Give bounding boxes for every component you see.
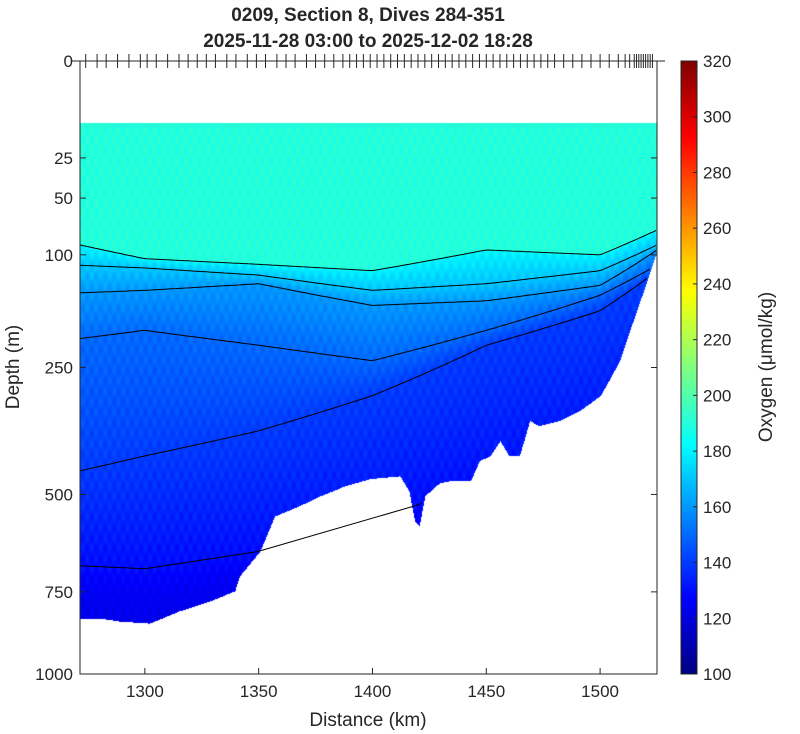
axis-ticks: 1300 1350 1400 1450 1500 0 25 50 100 250 500 750 100… bbox=[35, 52, 731, 701]
y-tick-label: 250 bbox=[45, 359, 73, 378]
contour-line-150 bbox=[79, 268, 651, 362]
colorbar-tick-label: 160 bbox=[703, 498, 731, 517]
colorbar bbox=[681, 61, 697, 674]
y-tick-label: 25 bbox=[54, 149, 73, 168]
colorbar-frame bbox=[680, 60, 698, 675]
y-tick-label: 750 bbox=[45, 583, 73, 602]
colorbar-label: Oxygen (μmol/kg) bbox=[756, 292, 777, 442]
x-tick-label: 1350 bbox=[240, 682, 278, 701]
contour-line-130 bbox=[79, 502, 423, 570]
y-tick-label: 100 bbox=[45, 246, 73, 265]
y-tick-label: 1000 bbox=[35, 665, 73, 684]
x-tick-label: 1500 bbox=[581, 682, 619, 701]
contour-line-170 bbox=[79, 244, 657, 291]
y-tick-label: 500 bbox=[45, 485, 73, 504]
x-axis-label: Distance (km) bbox=[309, 710, 426, 731]
y-tick-label: 0 bbox=[64, 52, 73, 71]
colorbar-tick-label: 180 bbox=[703, 442, 731, 461]
contour-line-160 bbox=[79, 250, 657, 306]
colorbar-tick-label: 140 bbox=[703, 554, 731, 573]
x-tick-label: 1300 bbox=[126, 682, 164, 701]
chart-subtitle: 2025-11-28 03:00 to 2025-12-02 18:28 bbox=[203, 31, 533, 52]
colorbar-tick-label: 300 bbox=[703, 108, 731, 127]
colorbar-tick-label: 280 bbox=[703, 163, 731, 182]
x-tick-label: 1450 bbox=[467, 682, 505, 701]
colorbar-tick-label: 120 bbox=[703, 609, 731, 628]
colorbar-tick-label: 200 bbox=[703, 386, 731, 405]
oxygen-field-heatmap bbox=[80, 61, 657, 674]
colorbar-tick-label: 240 bbox=[703, 275, 731, 294]
plot-frame bbox=[79, 60, 658, 675]
contour-line-180 bbox=[79, 230, 657, 272]
colorbar-tick-label: 320 bbox=[703, 52, 731, 71]
chart-title: 0209, Section 8, Dives 284-351 bbox=[231, 5, 505, 26]
colorbar-tick-label: 220 bbox=[703, 331, 731, 350]
y-axis-label: Depth (m) bbox=[3, 325, 24, 409]
colorbar-tick-label: 100 bbox=[703, 665, 731, 684]
contour-line-140 bbox=[79, 277, 648, 472]
y-tick-label: 50 bbox=[54, 189, 73, 208]
x-tick-label: 1400 bbox=[354, 682, 392, 701]
colorbar-tick-label: 260 bbox=[703, 219, 731, 238]
contour-lines bbox=[79, 230, 657, 570]
